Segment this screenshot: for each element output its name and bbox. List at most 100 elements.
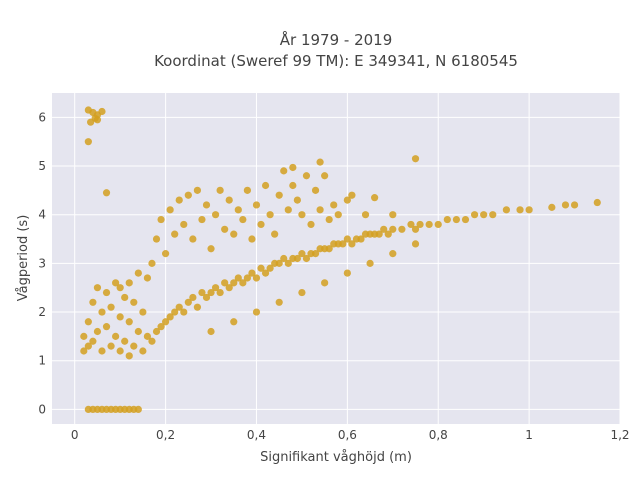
data-point [443,215,451,224]
data-point [84,318,92,326]
data-point [211,284,220,292]
data-point [325,245,333,253]
data-point [311,250,320,258]
data-point [548,203,556,211]
data-point [307,220,315,229]
data-point [162,250,170,258]
data-point [162,318,170,326]
data-point [180,220,188,229]
data-point [384,230,392,238]
y-tick-label: 1 [38,354,46,368]
data-point [139,308,147,316]
data-point [316,206,324,214]
y-tick-label: 4 [38,208,46,222]
data-point [152,235,161,243]
data-point [361,211,370,219]
data-point [166,313,174,321]
data-point [489,211,497,219]
data-point [480,211,488,219]
data-point [130,342,138,350]
data-point [134,327,142,336]
data-point [275,298,283,306]
y-tick-label: 6 [38,110,46,124]
data-point [343,196,351,204]
x-axis-title: Signifikant våghöjd (m) [260,450,412,465]
data-point [175,196,183,204]
data-point [561,201,570,209]
data-point [116,284,124,292]
data-point [275,259,283,267]
data-point [257,264,265,272]
data-point [80,332,88,340]
data-point [84,342,92,350]
data-point [89,298,97,306]
data-point [452,215,461,224]
data-point [502,206,510,214]
data-point [289,181,297,190]
data-point [211,211,220,219]
data-point [302,254,311,263]
data-point [243,186,251,194]
data-point [371,194,379,202]
data-point [570,201,579,209]
data-point [202,201,211,209]
data-point [125,352,133,360]
y-tick-label: 0 [38,402,46,416]
data-point [271,230,279,238]
data-points [80,106,601,413]
y-axis-title: Vågperiod (s) [16,215,31,302]
data-point [470,211,479,219]
x-tick-label: 0 [71,428,79,442]
data-point [252,308,261,316]
y-tick-label: 2 [38,305,46,319]
y-tick-label: 3 [38,256,46,270]
data-point [407,220,415,229]
data-point [102,323,111,331]
data-point [93,284,102,292]
data-point [107,303,115,311]
data-point [411,225,420,233]
data-point [434,220,442,229]
data-point [207,327,215,336]
data-point [230,230,238,238]
data-point [298,250,306,258]
data-point [248,235,256,243]
data-point [275,191,283,199]
data-point [293,196,301,204]
data-point [180,308,188,316]
data-point [225,284,233,292]
data-point [202,293,211,302]
data-point [230,318,238,326]
data-point [366,259,374,267]
data-point [216,186,224,194]
data-point [261,181,270,190]
data-point [93,116,102,124]
x-tick-label: 1 [525,428,533,442]
data-point [157,215,165,224]
data-point [112,332,120,340]
data-point [252,201,261,209]
data-point [280,254,288,263]
data-point [416,220,424,229]
data-point [321,279,329,287]
data-point [239,215,247,224]
x-tick-label: 0,4 [247,428,266,442]
data-point [525,206,533,214]
data-point [293,254,301,263]
data-point [125,279,133,287]
data-point [193,303,202,311]
data-point [102,189,111,197]
data-point [221,279,229,287]
data-point [148,259,156,267]
data-point [266,264,274,272]
data-point [343,269,351,277]
data-point [348,240,356,248]
data-point [198,215,206,224]
data-point [411,155,420,163]
data-point [325,215,333,224]
data-point [248,269,256,277]
data-point [593,198,601,207]
data-point [166,206,174,214]
data-point [107,342,115,350]
